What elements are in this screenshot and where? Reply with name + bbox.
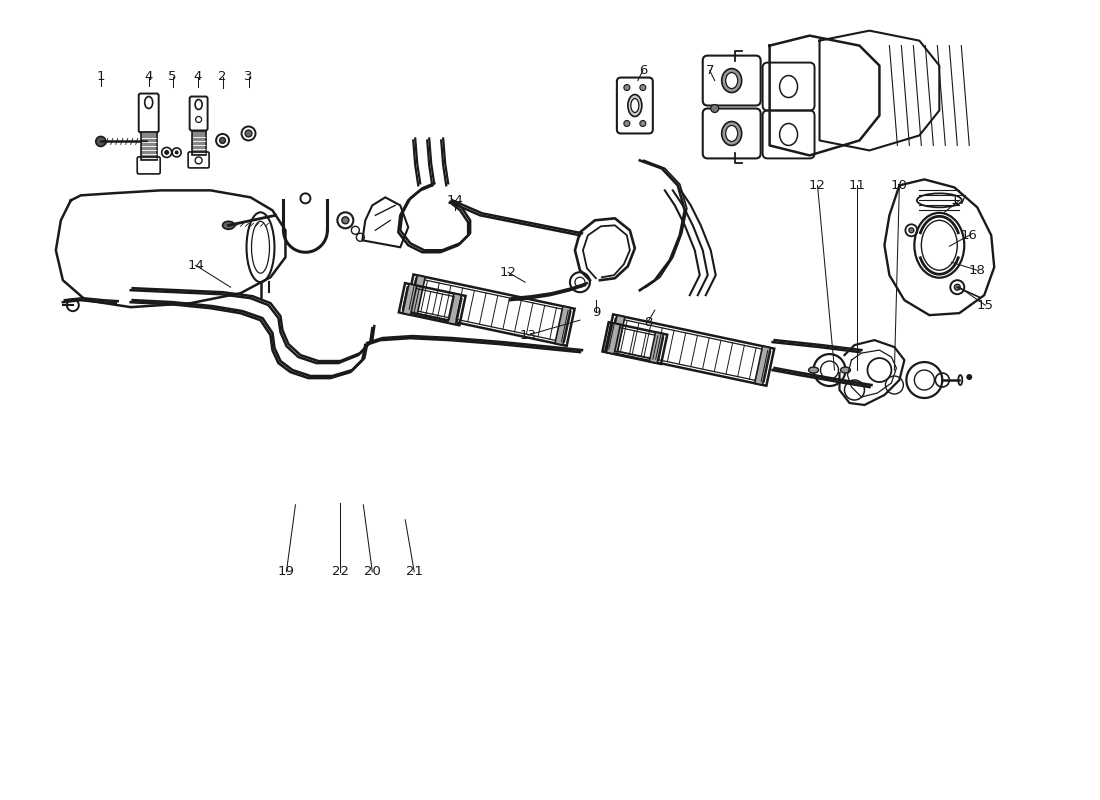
Ellipse shape <box>840 367 850 373</box>
Circle shape <box>96 137 106 146</box>
Circle shape <box>624 85 630 90</box>
Text: 13: 13 <box>519 329 537 342</box>
Text: 12: 12 <box>499 266 517 278</box>
Text: 20: 20 <box>364 566 381 578</box>
Text: 4: 4 <box>194 70 201 83</box>
Text: 1: 1 <box>97 70 104 83</box>
Polygon shape <box>556 306 571 345</box>
Text: 6: 6 <box>639 64 647 77</box>
Text: 11: 11 <box>849 179 866 192</box>
Circle shape <box>245 130 252 137</box>
Text: 16: 16 <box>960 229 978 242</box>
Polygon shape <box>755 346 770 385</box>
Circle shape <box>220 138 225 143</box>
Text: 3: 3 <box>244 70 253 83</box>
Text: 9: 9 <box>592 306 601 318</box>
Circle shape <box>342 217 349 224</box>
Text: 15: 15 <box>977 298 993 312</box>
Polygon shape <box>448 294 462 325</box>
Text: 19: 19 <box>278 566 295 578</box>
Text: 8: 8 <box>644 316 652 329</box>
Circle shape <box>640 121 646 126</box>
Ellipse shape <box>631 98 639 113</box>
Circle shape <box>175 150 178 154</box>
Ellipse shape <box>808 367 818 373</box>
Circle shape <box>955 284 960 290</box>
Text: 17: 17 <box>950 194 968 207</box>
Text: 14: 14 <box>447 194 463 207</box>
Text: 22: 22 <box>332 566 349 578</box>
Polygon shape <box>609 315 625 354</box>
Ellipse shape <box>722 122 741 146</box>
Polygon shape <box>649 332 663 363</box>
Polygon shape <box>606 323 620 354</box>
Polygon shape <box>409 275 426 314</box>
Text: 2: 2 <box>218 70 227 83</box>
Circle shape <box>624 121 630 126</box>
Text: 7: 7 <box>705 64 714 77</box>
Text: 12: 12 <box>808 179 826 192</box>
Text: 10: 10 <box>891 179 908 192</box>
Ellipse shape <box>628 94 641 117</box>
Ellipse shape <box>726 126 738 142</box>
Text: 14: 14 <box>187 258 205 272</box>
Circle shape <box>966 374 972 380</box>
Ellipse shape <box>722 69 741 93</box>
Bar <box>141 133 156 161</box>
Circle shape <box>640 85 646 90</box>
Text: 5: 5 <box>168 70 177 83</box>
Ellipse shape <box>726 73 738 89</box>
Text: 4: 4 <box>144 70 153 83</box>
Circle shape <box>164 150 169 155</box>
Bar <box>191 131 206 155</box>
Circle shape <box>909 228 914 233</box>
Circle shape <box>711 105 718 113</box>
Polygon shape <box>403 284 417 315</box>
Ellipse shape <box>222 222 234 230</box>
Text: 21: 21 <box>406 566 422 578</box>
Text: 18: 18 <box>969 264 986 277</box>
